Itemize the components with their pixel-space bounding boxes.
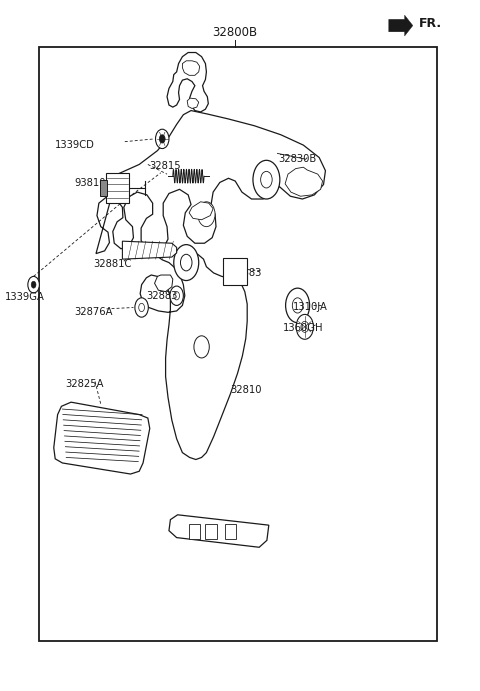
Bar (39, 47, 437, 641)
Circle shape (156, 129, 169, 149)
Text: 32825A: 32825A (65, 379, 103, 388)
Circle shape (180, 254, 192, 271)
Circle shape (174, 292, 180, 300)
Polygon shape (189, 202, 213, 220)
Text: 32815: 32815 (149, 161, 180, 171)
Text: 93810A: 93810A (74, 178, 113, 188)
Polygon shape (169, 515, 269, 547)
Polygon shape (187, 98, 199, 108)
Circle shape (253, 160, 280, 199)
Polygon shape (389, 15, 413, 36)
Text: 32810: 32810 (230, 386, 262, 395)
Circle shape (31, 281, 36, 288)
Circle shape (135, 298, 148, 317)
FancyBboxPatch shape (106, 173, 129, 203)
Text: 1360GH: 1360GH (283, 323, 324, 332)
Circle shape (198, 202, 215, 227)
Text: 1339GA: 1339GA (5, 292, 45, 302)
Polygon shape (122, 241, 177, 259)
FancyBboxPatch shape (205, 524, 217, 539)
Circle shape (292, 298, 303, 313)
Polygon shape (155, 275, 173, 292)
Circle shape (170, 286, 183, 305)
FancyBboxPatch shape (225, 524, 236, 539)
Polygon shape (96, 111, 325, 254)
Polygon shape (285, 167, 323, 196)
Text: 1339CD: 1339CD (55, 140, 95, 150)
FancyBboxPatch shape (100, 180, 107, 196)
Polygon shape (54, 402, 150, 474)
Text: 32883: 32883 (230, 268, 262, 278)
Polygon shape (167, 53, 208, 112)
Text: 32881C: 32881C (94, 259, 132, 269)
Circle shape (28, 276, 39, 293)
Text: 32876A: 32876A (74, 307, 113, 317)
FancyBboxPatch shape (223, 258, 247, 285)
Circle shape (301, 321, 309, 332)
Text: FR.: FR. (419, 17, 442, 30)
Polygon shape (182, 61, 200, 75)
Circle shape (159, 135, 165, 143)
Circle shape (286, 288, 310, 323)
Circle shape (229, 263, 241, 280)
Circle shape (194, 336, 209, 358)
Circle shape (261, 171, 272, 188)
FancyBboxPatch shape (189, 524, 200, 539)
Text: 32883: 32883 (146, 291, 178, 301)
Text: 1310JA: 1310JA (293, 303, 328, 312)
Polygon shape (140, 253, 247, 460)
Circle shape (296, 314, 313, 339)
Text: 32830B: 32830B (278, 154, 317, 164)
Text: 32800B: 32800B (213, 26, 258, 39)
Circle shape (174, 245, 199, 281)
Circle shape (139, 303, 144, 312)
